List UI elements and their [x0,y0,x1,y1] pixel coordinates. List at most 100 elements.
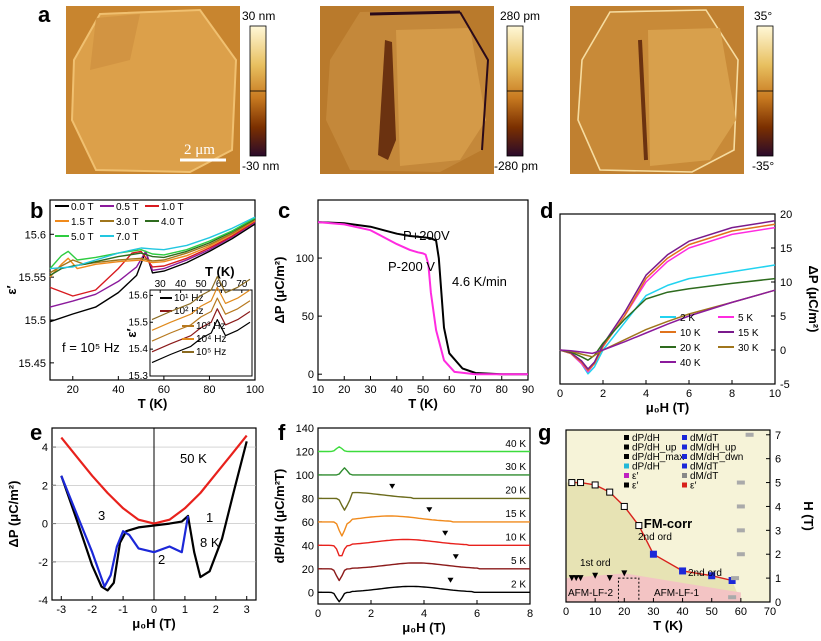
afm-colorbar-2: 280 pm -280 pm [494,9,540,173]
scale-bar-label: 2 μm [184,142,215,158]
x-tick-label: 80 [496,384,508,396]
legend-label-d: 15 K [738,328,759,339]
phase-label-second-order-a: 2nd ord [638,532,672,543]
colorbar-2-bottom: -280 pm [494,159,538,173]
plot-frame [559,213,776,385]
x-tick-label: 70 [469,384,481,396]
boundary-marker [635,522,643,530]
label-50k: 50 K [180,451,207,466]
x-tick-label: 70 [764,606,776,618]
x-tick-label: 30 [364,384,376,396]
y-tick-label: 120 [296,446,314,458]
x-tick-label: 40 [391,384,403,396]
y-tick-label: 0 [780,345,786,357]
inset-y-axis-label: ε′ [124,328,139,337]
legend-marker-g [624,473,629,478]
series-line-f-2 [318,538,530,557]
inset-x-tick-label: 30 [155,279,167,290]
x-tick-label: 0 [557,388,563,400]
x-tick-label: 40 [112,384,124,396]
x-tick-label: 6 [686,388,692,400]
panel-c: 10 20 30 40 50 60 70 80 90 0 50 100 T (K) ΔP (μC/m²) P… [272,199,534,411]
inset-legend-label: 10⁵ Hz [196,347,226,358]
y-tick-label: -2 [38,557,48,569]
x-tick-label: 10 [589,606,601,618]
series-line-e-2 [60,475,190,588]
legend-label-b: 3.0 T [116,217,139,228]
x-axis-label: μ₀H (T) [132,616,175,631]
x-tick-label: 8 [729,388,735,400]
afm-piezoresponse-amplitude-image [320,6,494,174]
gray-marker [731,576,740,581]
y-tick-label: 20 [302,564,314,576]
series-line-c-1 [317,221,528,376]
series-label-f: 10 K [505,533,526,544]
x-tick-label: 10 [769,388,781,400]
y-tick-label: 10 [780,277,792,289]
inset-frame [149,289,253,377]
low-field-marker [606,575,613,582]
phase-label-afm-lf1: AFM-LF-1 [654,588,699,599]
legend-label-g: dM/dH_up [690,443,737,454]
y-axis-label: ΔP (μC/m²) [272,257,287,324]
panel-letter-b: b [30,198,43,223]
y-tick-label: 80 [302,493,314,505]
y-tick-label: 7 [775,430,781,442]
series-line-b-7 [49,216,256,270]
legend-label-g: dP/dH_max [632,452,684,463]
y-tick-label: 50 [302,311,314,323]
colorbar-3-top: 35° [754,9,772,23]
label-sweep-3: 3 [98,508,105,523]
legend-label-g: dM/dT [690,471,718,482]
legend-label-b: 1.5 T [71,217,94,228]
y-axis-label: dP/dH (μC/m²T) [272,469,287,564]
x-tick-label: 60 [158,384,170,396]
series-line-d-5 [559,289,776,358]
inset-legend-label: 10³ Hz [196,321,225,332]
panel-letter-a: a [38,2,51,27]
inset-legend-label: 10² Hz [174,306,203,317]
phase-label-first-order: 1st ord [580,558,611,569]
colorbar-2-top: 280 pm [500,9,540,23]
y-tick-label: 4 [775,501,781,513]
inset-y-tick-label: 15.5 [129,317,149,328]
y-tick-label: 100 [296,253,314,265]
peak-marker [447,577,454,583]
afm-scale-bar: 2 μm [180,142,226,162]
panel-letter-c: c [278,198,290,223]
legend-marker-g [682,454,687,459]
legend-marker-g [682,473,687,478]
x-tick-label: 6 [474,608,480,620]
x-axis-label: T (K) [653,618,683,633]
x-tick-label: 60 [443,384,455,396]
phase-ordered-region [566,482,741,602]
x-tick-label: 3 [244,604,250,616]
x-tick-label: 30 [647,606,659,618]
gray-marker [736,504,745,509]
inset-series-line-3 [151,286,251,331]
peak-marker [426,507,433,513]
phase-label-fm: FM-corr [644,516,692,531]
series-line-c-0 [317,221,528,376]
afm-colorbar-1: 30 nm -30 nm [242,9,279,173]
inset-series-line-2 [151,297,251,342]
series-line-b-4 [49,219,256,274]
inset-series-line-4 [151,276,251,321]
low-field-marker [592,572,599,579]
legend-label-g: ε′ [632,471,638,482]
inset-x-tick-label: 40 [175,279,187,290]
legend-label-g: dM/dT [690,462,718,473]
series-line-f-4 [318,491,530,511]
colorbar-1-bottom: -30 nm [242,159,279,173]
panel-e: -3 -2 -1 0 1 2 3 -4 -2 0 2 4 μ₀H (T) ΔP (μC/m²) 50 K 8 … [6,427,257,631]
y-tick-label: 6 [775,454,781,466]
legend-label-g: dM/dT [690,433,718,444]
series-line-e-1 [60,441,248,592]
inset-y-tick-label: 15.3 [129,371,149,382]
y-tick-label: 15 [780,243,792,255]
x-tick-label: 20 [618,606,630,618]
boundary-marker [708,572,716,580]
y-tick-label: 1 [775,573,781,585]
